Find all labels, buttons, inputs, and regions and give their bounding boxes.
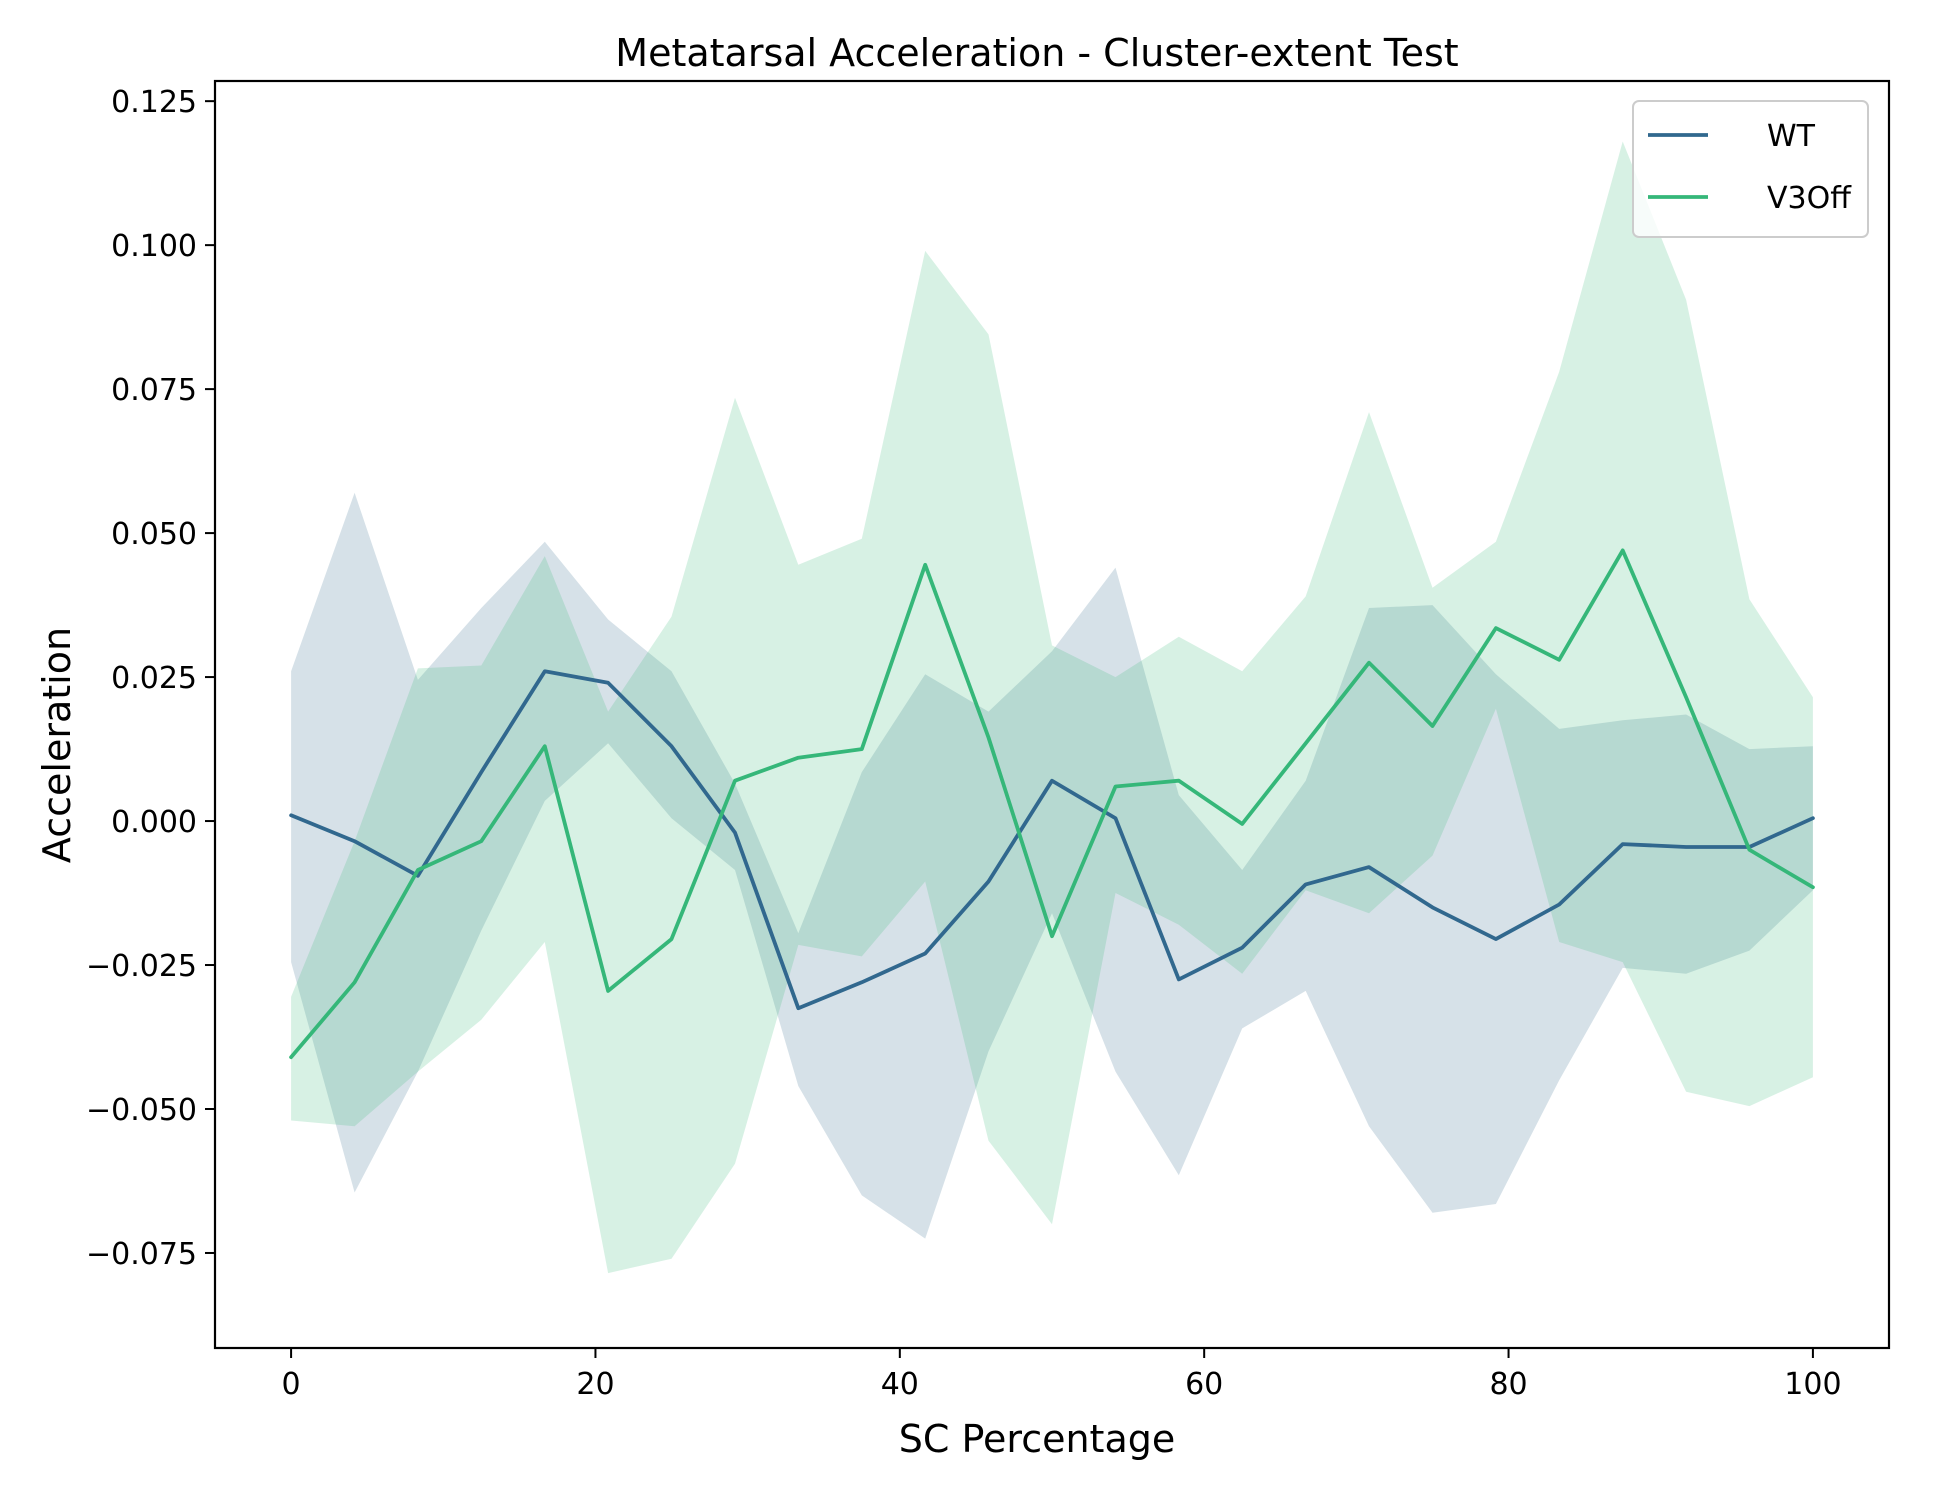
legend-box	[1632, 100, 1869, 238]
band-v3off	[291, 141, 1813, 1274]
chart-title: Metatarsal Acceleration - Cluster-extent…	[615, 31, 1458, 75]
y-tick-label: −0.050	[86, 1093, 197, 1128]
series-lines	[289, 548, 1815, 1060]
x-tick-label: 40	[881, 1367, 919, 1402]
legend-label-v3off: V3Off	[1767, 181, 1852, 216]
x-axis-label: SC Percentage	[899, 1417, 1176, 1461]
x-tick-label: 80	[1489, 1367, 1527, 1402]
legend-label-wt: WT	[1767, 119, 1816, 154]
series-line-wt	[289, 669, 1815, 1011]
legend: WT V3Off	[1632, 100, 1869, 238]
x-tick-label: 100	[1784, 1367, 1841, 1402]
y-tick-label: 0.050	[111, 517, 197, 552]
y-tick-label: 0.000	[111, 805, 197, 840]
y-tick-label: −0.075	[86, 1237, 197, 1272]
y-axis: −0.075 −0.050 −0.025 0.000 0.025 0.050 0.075 0.…	[86, 85, 215, 1272]
y-tick-label: 0.100	[111, 229, 197, 264]
series-line-v3off	[289, 548, 1815, 1060]
plot-area-frame	[213, 79, 1891, 1350]
y-tick-label: 0.075	[111, 373, 197, 408]
y-tick-label: −0.025	[86, 949, 197, 984]
x-tick-label: 0	[282, 1367, 301, 1402]
band-wt	[291, 492, 1813, 1239]
x-tick-label: 20	[576, 1367, 614, 1402]
y-axis-label: Acceleration	[35, 627, 79, 863]
x-tick-label: 60	[1185, 1367, 1223, 1402]
confidence-bands	[291, 141, 1813, 1274]
y-tick-label: 0.025	[111, 661, 197, 696]
x-axis: 0 20 40 60 80 100	[282, 1348, 1842, 1402]
y-tick-label: 0.125	[111, 85, 197, 120]
